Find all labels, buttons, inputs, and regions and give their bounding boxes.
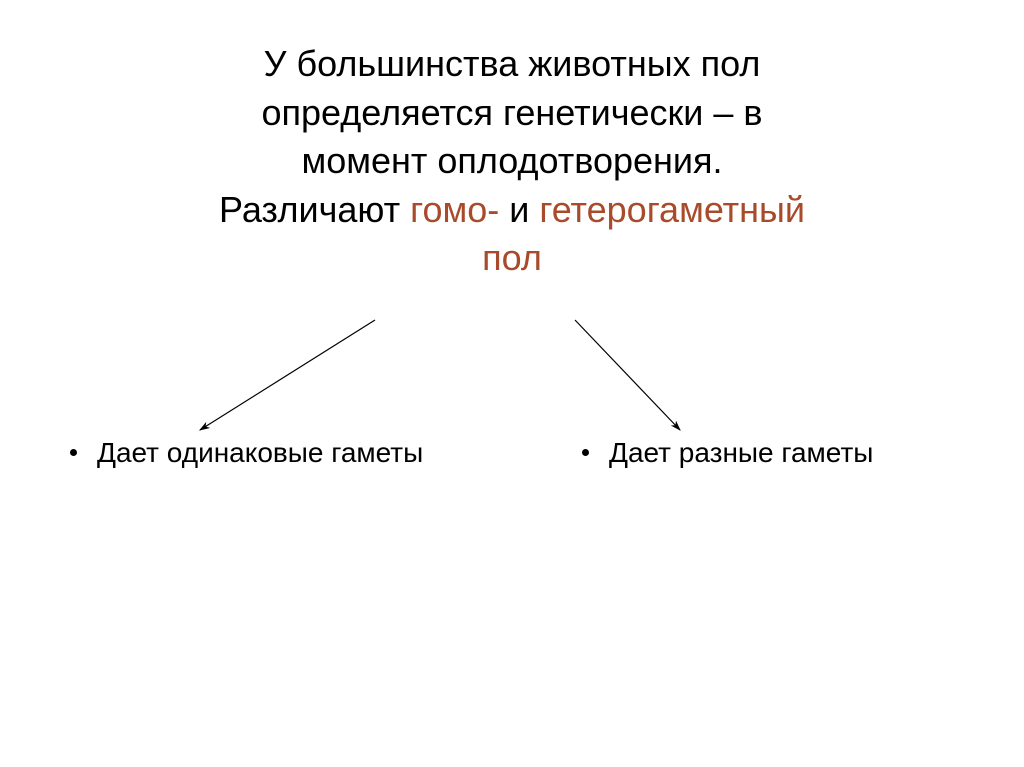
bullets-row: Дает одинаковые гаметы Дает разные гамет… <box>0 435 1024 470</box>
bullet-right-text: Дает разные гаметы <box>609 435 873 470</box>
title-highlight-gomo: гомо- <box>410 189 499 230</box>
title-line-2: определяется генетически – в <box>262 92 763 133</box>
slide-title: У большинства животных пол определяется … <box>60 40 964 283</box>
bullet-col-right: Дает разные гаметы <box>512 435 1024 470</box>
arrow-right <box>575 320 680 430</box>
bullet-left-text: Дает одинаковые гаметы <box>97 435 423 470</box>
bullet-right: Дает разные гаметы <box>582 435 964 470</box>
title-line-4-mid: и <box>499 189 539 230</box>
bullet-left: Дает одинаковые гаметы <box>70 435 452 470</box>
title-line-5: пол <box>482 237 542 278</box>
bullet-dot-icon <box>582 449 589 456</box>
title-line-3: момент оплодотворения. <box>301 140 722 181</box>
slide: У большинства животных пол определяется … <box>0 0 1024 767</box>
title-line-4-pre: Различают <box>219 189 410 230</box>
bullet-col-left: Дает одинаковые гаметы <box>0 435 512 470</box>
arrow-left <box>200 320 375 430</box>
bullet-dot-icon <box>70 449 77 456</box>
title-highlight-getero: гетерогаметный <box>539 189 805 230</box>
title-line-1: У большинства животных пол <box>264 43 761 84</box>
